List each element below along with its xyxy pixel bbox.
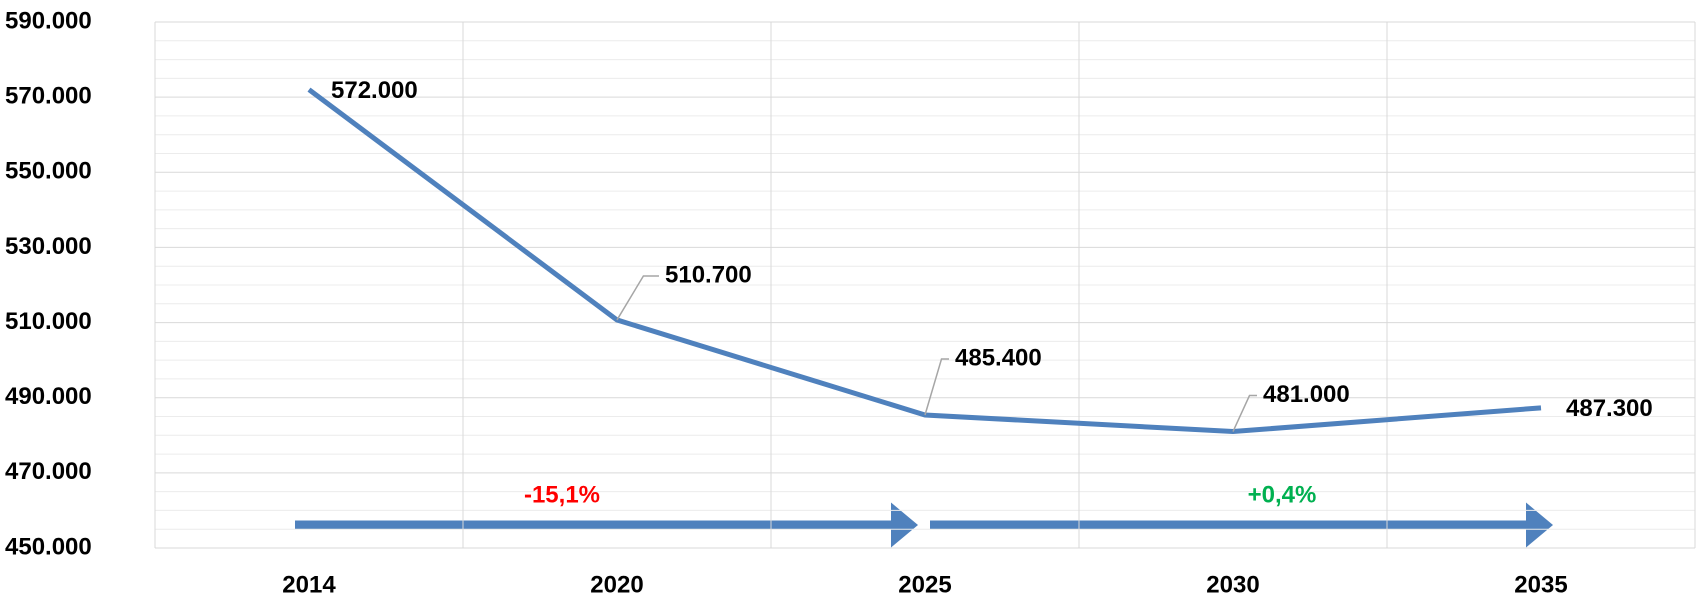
x-tick-label: 2020 [590, 571, 643, 598]
leader-line [924, 358, 949, 416]
x-tick-label: 2035 [1514, 571, 1567, 598]
data-label: 510.700 [665, 261, 752, 288]
y-tick-label: 450.000 [5, 533, 92, 560]
x-tick-label: 2014 [282, 571, 336, 598]
leader-line [1232, 394, 1257, 432]
data-label: 481.000 [1263, 381, 1350, 408]
data-label: 487.300 [1566, 395, 1653, 422]
y-tick-label: 490.000 [5, 383, 92, 410]
x-tick-label: 2025 [898, 571, 951, 598]
y-tick-label: 510.000 [5, 308, 92, 335]
y-tick-label: 590.000 [5, 7, 92, 34]
y-tick-label: 470.000 [5, 458, 92, 485]
line [307, 87, 1542, 435]
y-tick-label: 550.000 [5, 158, 92, 185]
annotation: +0,4% [1248, 481, 1317, 508]
x-tick-label: 2030 [1206, 571, 1259, 598]
leader-line [616, 275, 659, 321]
data-label: 485.400 [955, 344, 1042, 371]
data-label: 572.000 [331, 77, 418, 104]
y-tick-label: 570.000 [5, 82, 92, 109]
y-tick-label: 530.000 [5, 233, 92, 260]
annotation: -15,1% [524, 481, 600, 508]
